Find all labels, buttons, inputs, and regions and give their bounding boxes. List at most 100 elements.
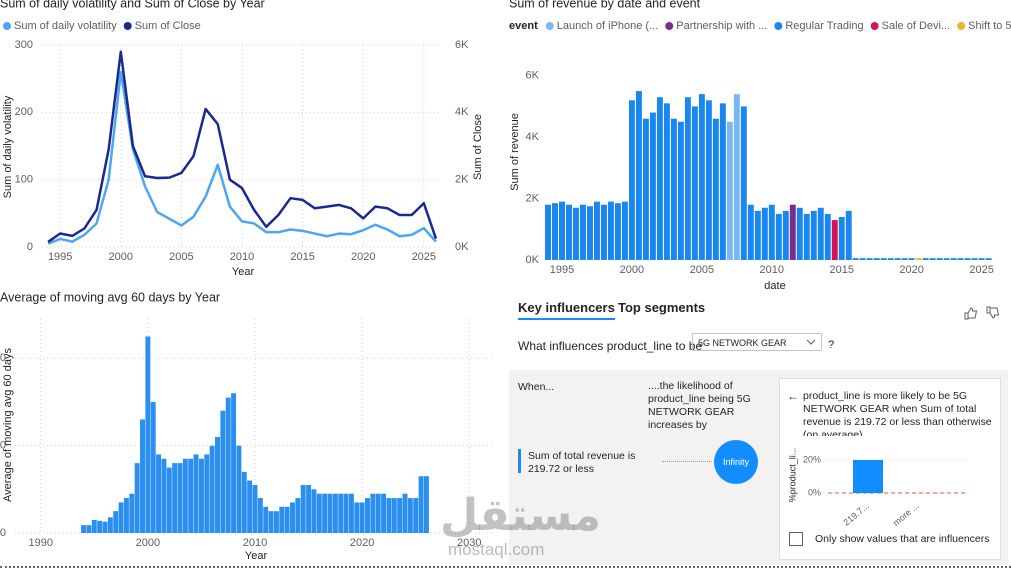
bar <box>656 97 663 260</box>
legend-label: Launch of iPhone (... <box>557 20 659 32</box>
bar <box>887 258 894 260</box>
tab-key-influencers[interactable]: Key influencers <box>518 300 615 320</box>
bar <box>166 467 172 533</box>
y-tick-label: 300 <box>15 39 33 51</box>
bar <box>817 207 824 260</box>
bar <box>375 493 381 533</box>
bar <box>964 258 971 260</box>
bar <box>182 458 188 533</box>
chart-title: Average of moving avg 60 days by Year <box>0 290 220 304</box>
x-tick-label: 1995 <box>48 251 72 263</box>
influencer-bar <box>518 449 521 473</box>
bar <box>145 336 151 533</box>
bar <box>873 258 880 260</box>
bar <box>677 121 684 261</box>
y-tick-label: 0 <box>0 527 6 539</box>
bar <box>397 498 403 533</box>
bar <box>107 517 113 533</box>
dropdown[interactable]: 5G NETWORK GEAR <box>692 333 822 351</box>
legend-title: event <box>509 20 538 32</box>
legend-marker <box>774 22 783 30</box>
bar <box>338 493 344 533</box>
x-tick-label: 2005 <box>169 251 193 263</box>
watermark-arabic: مستقل <box>440 490 601 541</box>
y2-tick-label: 6K <box>455 39 469 51</box>
bar <box>348 493 354 533</box>
bar <box>327 493 333 533</box>
bar <box>635 91 642 260</box>
bar <box>740 106 747 260</box>
bar <box>775 213 782 260</box>
x-tick-label: 2020 <box>350 537 374 549</box>
bar <box>140 419 145 533</box>
thumb-icons[interactable] <box>963 306 1003 320</box>
line <box>47 50 438 243</box>
legend-marker <box>545 22 554 30</box>
bar <box>332 493 338 533</box>
bar <box>279 506 285 533</box>
y-tick-label: 100 <box>15 174 33 186</box>
x-tick-label: 2010 <box>760 264 784 276</box>
x-axis-label: Year <box>245 550 268 562</box>
legend-marker <box>3 22 11 30</box>
bar <box>118 502 124 533</box>
bar <box>810 210 817 260</box>
y2-tick-label: 4K <box>455 106 469 118</box>
detail-text: product_line is more likely to be 5G NET… <box>803 390 992 436</box>
y-tick-label: 0K <box>526 254 540 266</box>
bar <box>733 94 740 261</box>
bubble[interactable]: Infinity <box>714 440 758 484</box>
y2-tick-label: 2K <box>455 174 469 186</box>
checkbox-label: Only show values that are influencers <box>815 533 990 545</box>
y-tick-label: 20 <box>0 352 6 364</box>
bar <box>306 484 312 533</box>
bar <box>789 204 796 260</box>
bar <box>600 204 607 260</box>
question: What influences product_line to be <box>518 339 703 353</box>
detail-card <box>779 378 1001 560</box>
bar <box>102 521 108 533</box>
bar <box>621 201 628 260</box>
line <box>47 70 437 245</box>
bar <box>586 206 593 260</box>
bar <box>263 506 269 533</box>
bar <box>407 498 413 533</box>
help[interactable]: ? <box>828 339 835 351</box>
x-tick-label: 2020 <box>899 264 923 276</box>
bar <box>957 258 964 260</box>
bar <box>97 520 103 533</box>
y-tick-label: 2K <box>526 192 540 204</box>
influencer[interactable]: Sum of total revenue is 219.72 or less <box>528 450 636 475</box>
bar <box>188 458 194 533</box>
bar <box>552 203 558 260</box>
bar <box>719 103 726 260</box>
bar <box>252 484 258 533</box>
bar <box>257 498 263 533</box>
bar <box>370 493 376 533</box>
bar <box>241 471 247 533</box>
bar <box>225 397 231 533</box>
bar <box>386 498 392 533</box>
checkbox[interactable] <box>789 532 803 546</box>
legend-label: Regular Trading <box>785 20 863 32</box>
bar <box>880 258 887 260</box>
bar <box>81 525 87 533</box>
y2-axis-label: Sum of Close <box>472 114 484 180</box>
x-tick-label: 1990 <box>28 537 52 549</box>
bar <box>156 454 162 533</box>
bar <box>391 498 397 533</box>
bar <box>268 511 274 533</box>
bar <box>177 463 183 533</box>
y2-tick-label: 0K <box>455 241 469 253</box>
bar <box>215 436 220 533</box>
bar <box>295 498 301 533</box>
bar <box>866 258 873 260</box>
tab-top-segments[interactable]: Top segments <box>618 300 706 315</box>
y-tick-label: 10 <box>0 440 6 452</box>
y-tick-label: 6K <box>526 70 540 82</box>
legend-label: Sale of Devi... <box>882 20 950 32</box>
back-arrow[interactable]: ← <box>787 389 799 403</box>
x-axis-label: Year <box>232 266 255 278</box>
bar <box>123 498 129 533</box>
bar <box>936 258 943 260</box>
